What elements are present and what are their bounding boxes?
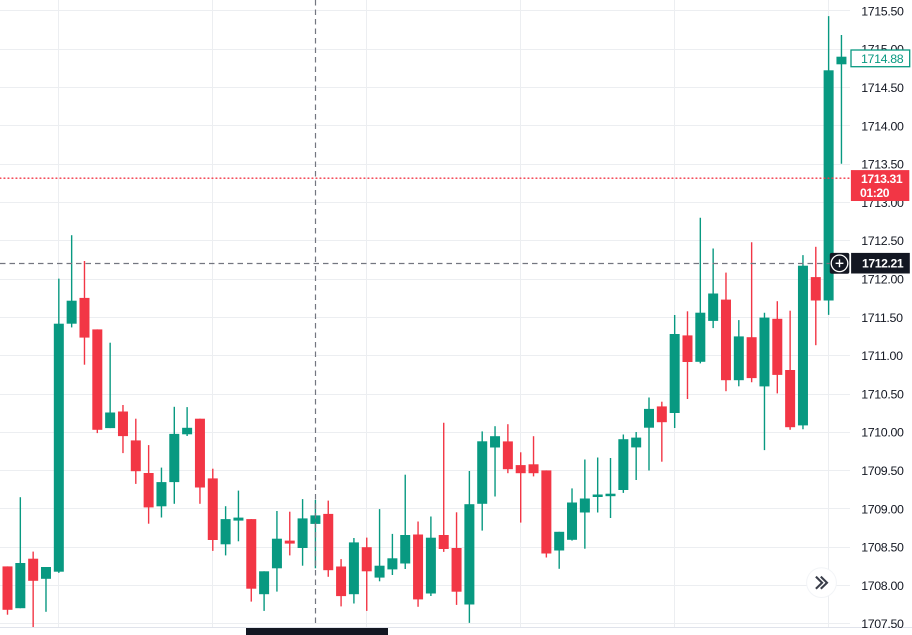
svg-text:1708.00: 1708.00 [861,579,904,593]
svg-text:1713.31: 1713.31 [861,172,903,186]
svg-text:1712.21: 1712.21 [862,257,904,271]
svg-text:1714.00: 1714.00 [861,119,904,133]
svg-text:1709.00: 1709.00 [861,502,904,516]
svg-text:1707.50: 1707.50 [861,617,904,631]
svg-text:1711.00: 1711.00 [861,349,903,363]
svg-text:1709.50: 1709.50 [861,464,904,478]
svg-text:1711.50: 1711.50 [861,311,903,325]
svg-text:1712.00: 1712.00 [861,273,904,287]
svg-text:1710.50: 1710.50 [861,387,904,401]
svg-text:1714.50: 1714.50 [861,81,904,95]
svg-text:01:20: 01:20 [860,186,890,200]
svg-text:1714.88: 1714.88 [861,52,904,66]
svg-text:1712.50: 1712.50 [861,234,904,248]
svg-text:1713.50: 1713.50 [861,158,904,172]
svg-text:1710.00: 1710.00 [861,426,904,440]
svg-text:1708.50: 1708.50 [861,541,904,555]
svg-text:1715.50: 1715.50 [861,4,904,18]
